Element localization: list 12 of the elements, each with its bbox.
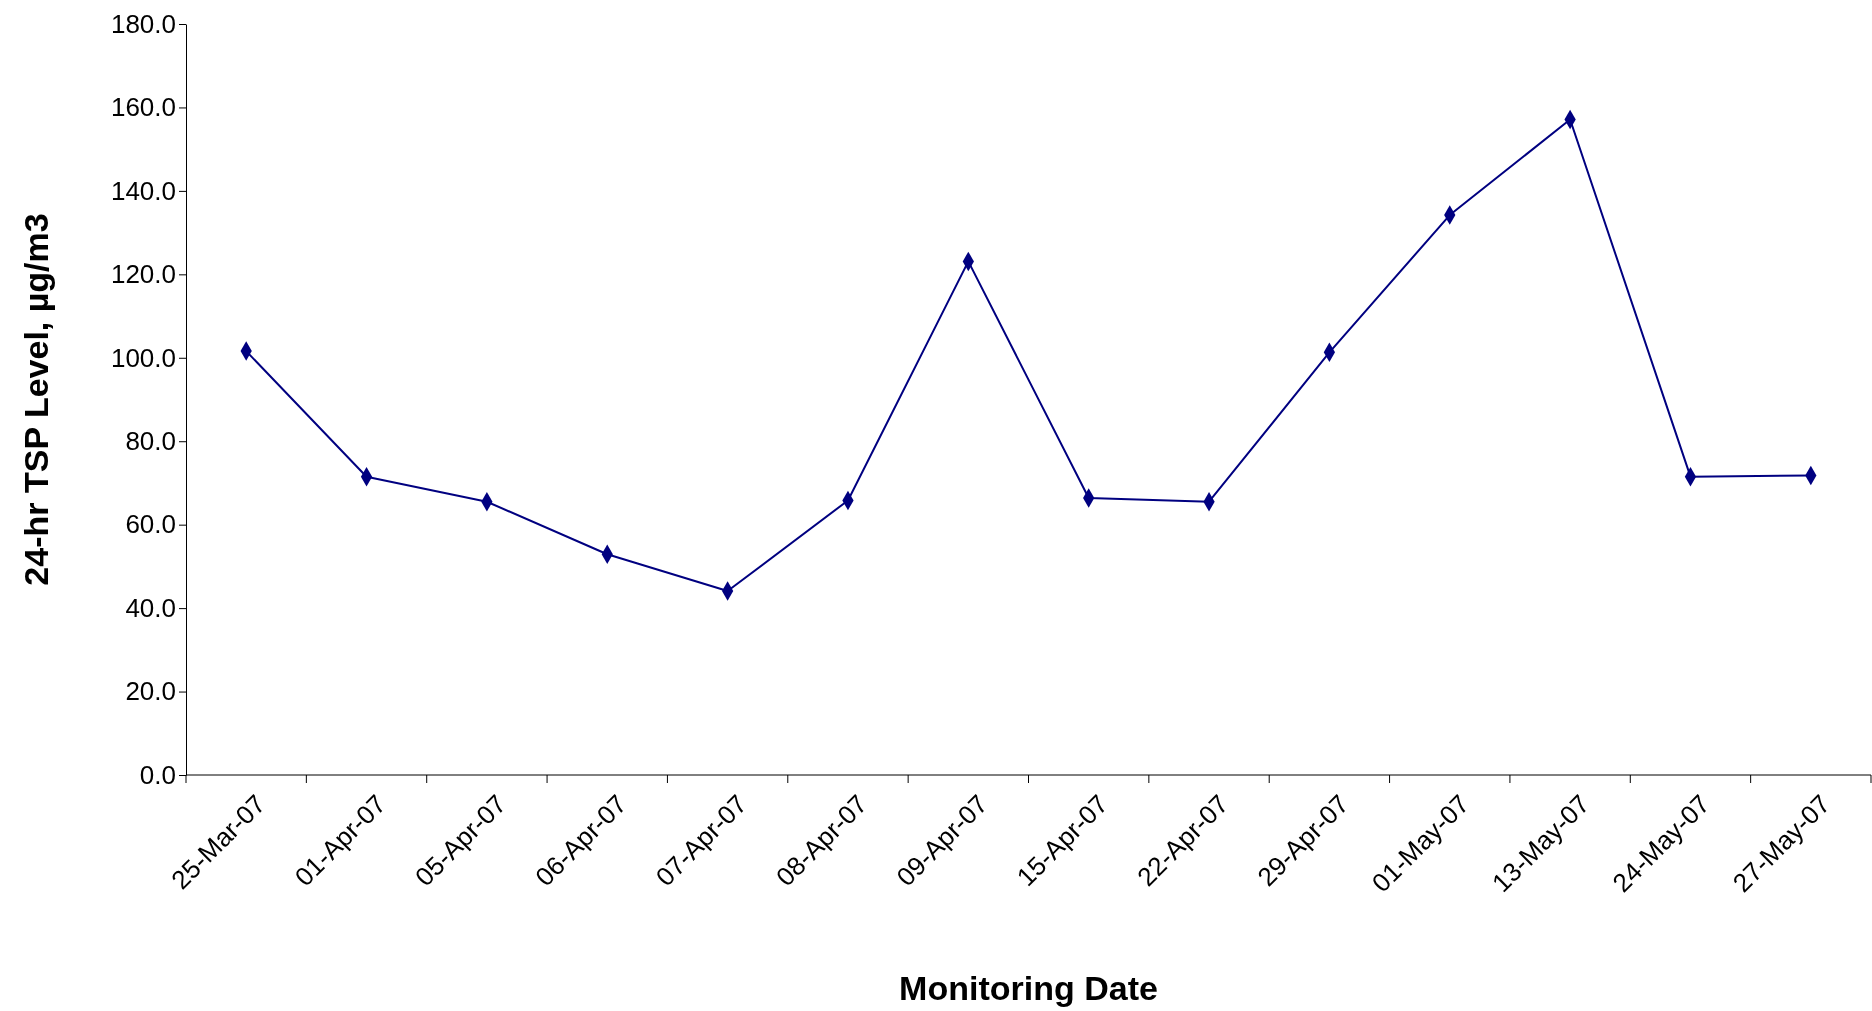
y-tick-label: 120.0 [110, 259, 176, 290]
x-axis-title: Monitoring Date [899, 969, 1158, 1007]
y-tick-label: 0.0 [139, 759, 176, 790]
y-tick-label: 80.0 [125, 426, 176, 457]
y-tick-label: 60.0 [125, 509, 176, 540]
y-axis-title: 24-hr TSP Level, µg/m3 [17, 213, 55, 586]
y-tick-label: 20.0 [125, 676, 176, 707]
y-tick-label: 140.0 [110, 175, 176, 206]
y-tick-label: 160.0 [110, 92, 176, 123]
y-tick-label: 100.0 [110, 342, 176, 373]
y-tick-label: 180.0 [110, 8, 176, 39]
y-tick-label: 40.0 [125, 592, 176, 623]
